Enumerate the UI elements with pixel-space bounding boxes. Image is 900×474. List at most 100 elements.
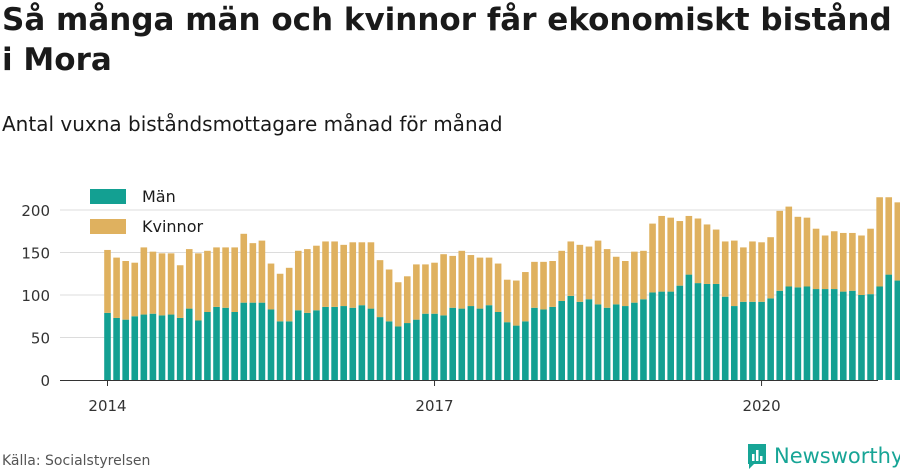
bar-man (158, 315, 166, 380)
bar-kvinnor (576, 244, 584, 302)
bar-man (403, 323, 411, 380)
bar-kvinnor (176, 265, 184, 318)
legend: Män Kvinnor (90, 187, 203, 236)
bar-man (540, 309, 547, 380)
bar-kvinnor (503, 279, 511, 323)
bar-kvinnor (531, 261, 538, 308)
y-tick-label: 200 (21, 202, 50, 220)
bar-man (167, 314, 175, 380)
bar-kvinnor (413, 264, 420, 320)
bar-kvinnor (703, 224, 711, 284)
bar-man (658, 291, 665, 380)
bar-kvinnor (231, 247, 238, 312)
bar-kvinnor (131, 262, 139, 317)
bar-kvinnor (222, 247, 229, 308)
y-tick-label: 150 (21, 245, 50, 263)
bar-kvinnor (512, 280, 520, 326)
bar-man (113, 317, 120, 380)
bar-kvinnor (385, 269, 393, 322)
bar-kvinnor (213, 247, 220, 307)
bar-man (640, 299, 647, 380)
bar-kvinnor (585, 246, 593, 300)
bar-man (331, 306, 338, 380)
bar-kvinnor (158, 253, 166, 316)
bar-man (458, 308, 466, 380)
y-tick-label: 0 (40, 372, 50, 390)
bar-kvinnor (567, 241, 575, 296)
bar-man (740, 301, 747, 380)
bar-kvinnor (621, 261, 629, 307)
bar-man (185, 308, 193, 380)
bar-kvinnor (240, 233, 248, 303)
bar-man (712, 283, 720, 380)
bar-man (694, 283, 702, 380)
bar-man (394, 326, 402, 380)
bar-man (476, 308, 484, 380)
bar-kvinnor (803, 217, 811, 287)
bar-kvinnor (422, 264, 429, 314)
bar-man (376, 317, 384, 380)
bar-man (449, 307, 456, 380)
bar-kvinnor (740, 247, 747, 302)
bar-kvinnor (658, 215, 665, 292)
bar-man (730, 306, 738, 380)
bar-kvinnor (767, 237, 774, 299)
bar-kvinnor (821, 235, 829, 290)
bar-man (703, 283, 711, 380)
bar-kvinnor (676, 221, 684, 286)
source-note: Källa: Socialstyrelsen (2, 453, 151, 469)
bar-kvinnor (394, 282, 402, 327)
chart-title: Så många män och kvinnor får ekonomiskt … (2, 2, 892, 78)
bar-man (494, 312, 502, 380)
bar-man (894, 280, 900, 380)
bar-kvinnor (440, 254, 447, 316)
bar-kvinnor (640, 250, 647, 300)
bar-kvinnor (540, 261, 547, 310)
bar-man (867, 294, 874, 380)
bar-man (231, 312, 238, 380)
bar-kvinnor (785, 206, 793, 287)
bar-kvinnor (104, 249, 111, 313)
bar-kvinnor (458, 250, 466, 309)
bar-man (803, 286, 811, 380)
bar-kvinnor (758, 242, 765, 302)
bar-kvinnor (349, 242, 357, 308)
bar-kvinnor (340, 244, 347, 307)
newsworthy-logo-icon (748, 444, 766, 469)
bar-man (294, 310, 302, 380)
bar-man (612, 304, 620, 380)
bar-man (149, 313, 157, 380)
bar-kvinnor (594, 240, 602, 305)
bar-kvinnor (467, 255, 475, 307)
bar-man (667, 291, 675, 380)
bar-kvinnor (730, 240, 738, 307)
bar-man (422, 313, 429, 380)
bar-man (522, 321, 529, 380)
legend-label-man: Män (142, 187, 176, 206)
bar-man (195, 320, 202, 380)
bar-man (885, 274, 893, 380)
bar-kvinnor (549, 261, 556, 307)
x-tick-label: 2020 (742, 397, 780, 415)
bar-man (367, 308, 375, 380)
bar-kvinnor (612, 256, 620, 305)
brand-logo: Newsworthy (746, 440, 900, 472)
bar-kvinnor (558, 250, 565, 301)
bar-man (531, 307, 538, 380)
bar-man (749, 301, 756, 380)
bar-kvinnor (294, 250, 302, 311)
bar-kvinnor (331, 241, 338, 307)
bar-kvinnor (367, 242, 375, 309)
bar-man (176, 317, 184, 380)
bar-kvinnor (494, 263, 502, 312)
bar-kvinnor (167, 253, 175, 315)
bar-man (558, 300, 565, 380)
bar-kvinnor (149, 251, 157, 314)
bar-kvinnor (749, 241, 756, 302)
bar-kvinnor (649, 223, 656, 293)
bar-man (676, 285, 684, 380)
bar-kvinnor (894, 202, 900, 281)
y-tick-label: 50 (31, 330, 50, 348)
axes: 0501001502002014201720202022 (21, 202, 878, 415)
bar-kvinnor (840, 232, 847, 292)
